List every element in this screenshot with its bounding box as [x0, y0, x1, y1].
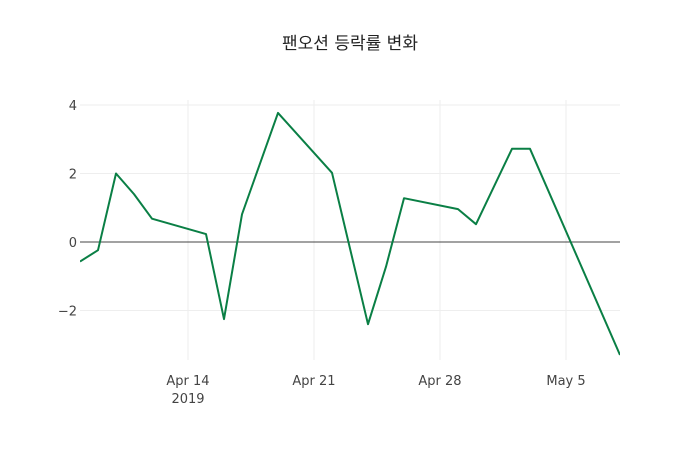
y-tick-label: 0 — [69, 236, 77, 251]
grid — [80, 100, 620, 360]
series-layer — [80, 111, 620, 356]
chart-title: 팬오션 등락률 변화 — [282, 34, 418, 54]
x-tick-label: Apr 21 — [292, 374, 335, 389]
series-line — [80, 111, 620, 356]
y-tick-label: 2 — [69, 168, 77, 183]
y-tick-label: −2 — [58, 305, 77, 320]
axes: 4 2 0 −2 Apr 14 2019 Apr 21 Apr 28 May 5 — [58, 99, 586, 407]
x-tick-label: Apr 14 — [166, 374, 209, 389]
x-tick-year-label: 2019 — [171, 392, 204, 407]
x-tick-label: May 5 — [546, 374, 585, 389]
x-tick-label: Apr 28 — [418, 374, 461, 389]
y-tick-label: 4 — [69, 99, 77, 114]
